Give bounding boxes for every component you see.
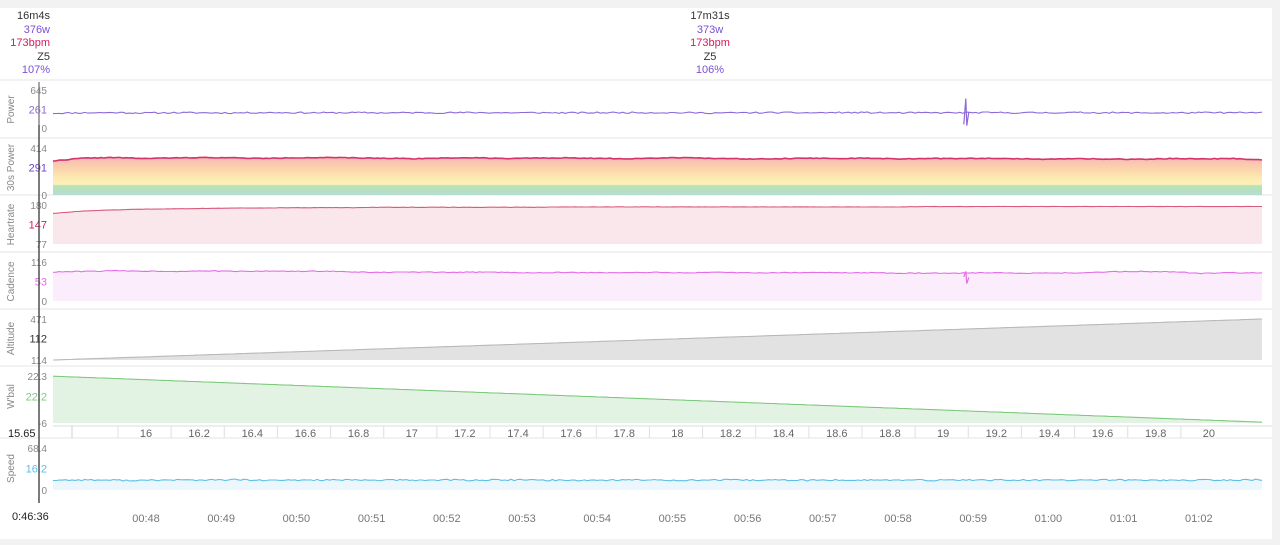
current-value-power: 261 bbox=[29, 105, 47, 117]
speed-line bbox=[53, 478, 1263, 482]
cadence-area bbox=[53, 270, 1262, 301]
ylabel-power30: 30s Power bbox=[6, 143, 17, 191]
distance-tick-label: 16 bbox=[140, 428, 152, 440]
ylabel-heartrate: Heartrate bbox=[6, 203, 17, 245]
ytick-bottom-speed: 0 bbox=[41, 486, 47, 497]
distance-tick-label: 17 bbox=[406, 428, 418, 440]
distance-tick-label: 16.6 bbox=[295, 428, 316, 440]
time-tick-label: 00:57 bbox=[809, 513, 837, 525]
left-power: 376w bbox=[23, 23, 50, 36]
time-tick-label: 00:51 bbox=[358, 513, 386, 525]
heartrate-line bbox=[52, 205, 1262, 214]
distance-tick-label: 19 bbox=[937, 428, 949, 440]
left-zone: Z5 bbox=[37, 50, 50, 63]
distance-tick-label: 19.6 bbox=[1092, 428, 1113, 440]
distance-tick-label: 19.8 bbox=[1145, 428, 1166, 440]
time-tick-label: 00:48 bbox=[132, 513, 160, 525]
time-tick-label: 00:54 bbox=[583, 513, 611, 525]
current-value-altitude: 112 bbox=[29, 334, 47, 346]
power-line bbox=[52, 111, 1263, 115]
ylabel-speed: Speed bbox=[6, 454, 17, 483]
ylabel-wbal: W'bal bbox=[6, 384, 17, 409]
time-tick-label: 00:52 bbox=[433, 513, 461, 525]
wbal-line bbox=[52, 375, 1263, 423]
ytick-bottom-heartrate: 77 bbox=[36, 240, 48, 251]
left-percent: 107% bbox=[21, 64, 50, 76]
time-tick-label: 00:59 bbox=[959, 513, 987, 525]
mid-percent: 106% bbox=[695, 64, 725, 76]
ytick-top-wbal: 22.3 bbox=[28, 372, 48, 383]
distance-tick-label: 18 bbox=[671, 428, 683, 440]
mid-power: 373w bbox=[696, 23, 724, 36]
ytick-bottom-power30: 0 bbox=[41, 191, 47, 202]
current-value-speed: 16.2 bbox=[26, 464, 47, 476]
mid-time: 17m31s bbox=[690, 10, 730, 22]
time-tick-label: 00:49 bbox=[207, 513, 235, 525]
time-tick-label: 00:56 bbox=[734, 513, 762, 525]
mid-heartrate: 173bpm bbox=[690, 37, 730, 49]
cursor-time-label: 0:46:36 bbox=[12, 511, 49, 523]
distance-tick-label: 19.4 bbox=[1039, 428, 1060, 440]
current-value-power30: 291 bbox=[29, 163, 47, 175]
distance-tick-label: 18.6 bbox=[826, 428, 847, 440]
ytick-bottom-wbal: -6 bbox=[38, 419, 47, 430]
ylabel-altitude: Altitude bbox=[6, 321, 17, 355]
distance-tick-label: 19.2 bbox=[986, 428, 1007, 440]
ytick-bottom-power: 0 bbox=[41, 124, 47, 135]
ylabel-cadence: Cadence bbox=[6, 261, 17, 301]
mid-zone: Z5 bbox=[703, 50, 717, 63]
time-tick-label: 00:50 bbox=[283, 513, 311, 525]
distance-tick-label: 17.4 bbox=[507, 428, 528, 440]
left-time: 16m4s bbox=[16, 10, 50, 22]
distance-tick-label: 18.8 bbox=[879, 428, 900, 440]
altitude-line bbox=[52, 318, 1263, 361]
time-tick-label: 00:55 bbox=[659, 513, 687, 525]
left-heartrate: 173bpm bbox=[10, 37, 50, 49]
time-tick-label: 01:01 bbox=[1110, 513, 1138, 525]
time-tick-label: 00:58 bbox=[884, 513, 912, 525]
distance-tick-label: 20 bbox=[1203, 428, 1215, 440]
power30-line bbox=[52, 156, 1263, 162]
distance-cursor-label: 15.65 bbox=[8, 428, 36, 440]
current-value-wbal: 22.2 bbox=[26, 392, 47, 404]
speed-area bbox=[53, 479, 1262, 490]
distance-tick-label: 17.6 bbox=[560, 428, 581, 440]
ytick-top-speed: 68.4 bbox=[28, 444, 48, 455]
distance-tick-label: 16.4 bbox=[242, 428, 263, 440]
cadence-line bbox=[52, 269, 1263, 275]
distance-tick-label: 16.2 bbox=[188, 428, 209, 440]
ytick-bottom-cadence: 0 bbox=[41, 297, 47, 308]
ylabel-power: Power bbox=[6, 95, 17, 124]
distance-tick-label: 18.2 bbox=[720, 428, 741, 440]
current-value-cadence: 53 bbox=[35, 277, 47, 289]
time-tick-label: 01:00 bbox=[1035, 513, 1063, 525]
distance-tick-label: 18.4 bbox=[773, 428, 794, 440]
time-tick-label: 00:53 bbox=[508, 513, 536, 525]
distance-tick-label: 16.8 bbox=[348, 428, 369, 440]
current-value-heartrate: 147 bbox=[29, 220, 47, 232]
distance-tick-label: 17.8 bbox=[614, 428, 635, 440]
power30-zone-fill bbox=[53, 157, 1262, 195]
distance-tick-label: 17.2 bbox=[454, 428, 475, 440]
time-tick-label: 01:02 bbox=[1185, 513, 1213, 525]
cadence-spike bbox=[963, 271, 970, 284]
heartrate-area bbox=[53, 206, 1262, 244]
